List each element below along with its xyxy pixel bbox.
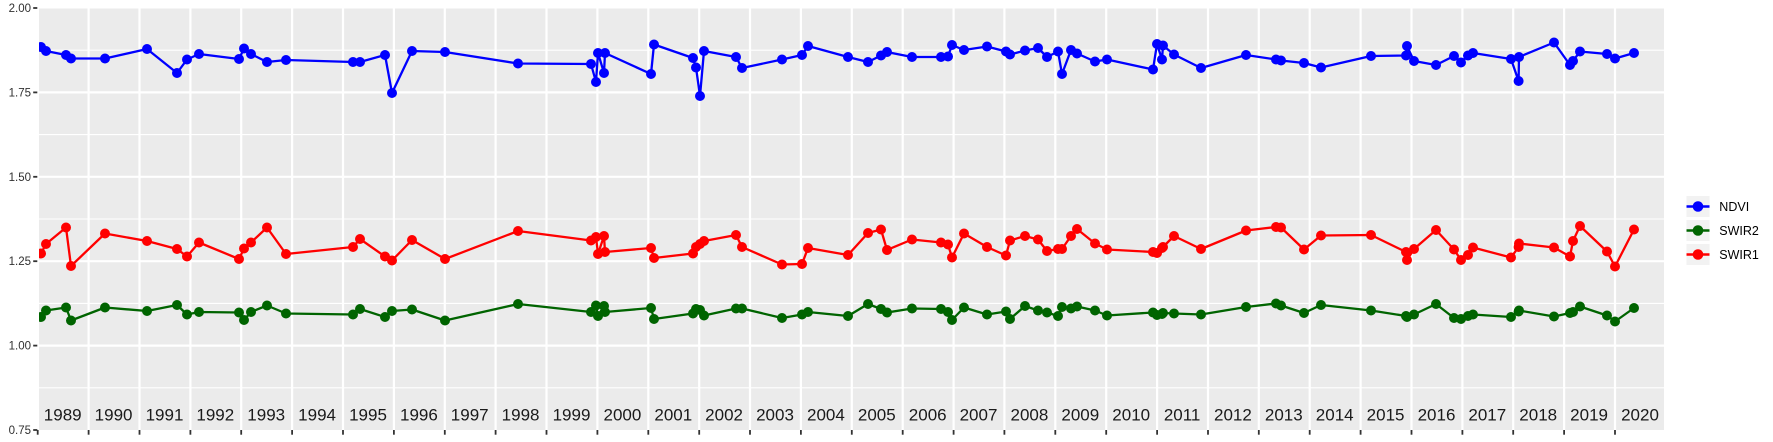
svg-text:2008: 2008 [1010, 405, 1048, 424]
svg-text:2006: 2006 [909, 405, 947, 424]
svg-text:2012: 2012 [1214, 405, 1252, 424]
svg-text:SWIR2: SWIR2 [1719, 224, 1759, 238]
svg-text:1992: 1992 [196, 405, 234, 424]
svg-text:2020: 2020 [1621, 405, 1659, 424]
svg-text:2007: 2007 [960, 405, 998, 424]
svg-text:1.25: 1.25 [9, 256, 31, 268]
svg-text:2013: 2013 [1265, 405, 1303, 424]
svg-text:1993: 1993 [247, 405, 285, 424]
svg-text:2001: 2001 [654, 405, 692, 424]
svg-text:2019: 2019 [1570, 405, 1608, 424]
svg-text:2009: 2009 [1061, 405, 1099, 424]
svg-text:1995: 1995 [349, 405, 387, 424]
svg-text:2014: 2014 [1316, 405, 1354, 424]
svg-text:2011: 2011 [1164, 405, 1201, 424]
svg-text:2005: 2005 [858, 405, 896, 424]
svg-text:1990: 1990 [95, 405, 133, 424]
svg-text:2010: 2010 [1112, 405, 1150, 424]
svg-text:2003: 2003 [756, 405, 794, 424]
svg-text:1989: 1989 [44, 405, 82, 424]
svg-text:1997: 1997 [451, 405, 489, 424]
svg-text:1996: 1996 [400, 405, 438, 424]
svg-text:2004: 2004 [807, 405, 845, 424]
svg-text:2.00: 2.00 [9, 3, 31, 15]
svg-text:2018: 2018 [1519, 405, 1557, 424]
svg-text:0.75: 0.75 [9, 425, 31, 437]
svg-text:2015: 2015 [1367, 405, 1405, 424]
svg-text:1994: 1994 [298, 405, 336, 424]
svg-text:NDVI: NDVI [1719, 200, 1749, 214]
svg-text:1.75: 1.75 [9, 87, 31, 99]
svg-text:1.00: 1.00 [9, 341, 31, 353]
svg-text:1999: 1999 [553, 405, 591, 424]
svg-text:SWIR1: SWIR1 [1719, 248, 1759, 262]
svg-text:2017: 2017 [1468, 405, 1506, 424]
svg-text:1991: 1991 [146, 405, 184, 424]
svg-text:2000: 2000 [603, 405, 641, 424]
svg-text:1.50: 1.50 [9, 172, 31, 184]
svg-text:2016: 2016 [1418, 405, 1456, 424]
svg-text:1998: 1998 [502, 405, 540, 424]
svg-text:2002: 2002 [705, 405, 743, 424]
